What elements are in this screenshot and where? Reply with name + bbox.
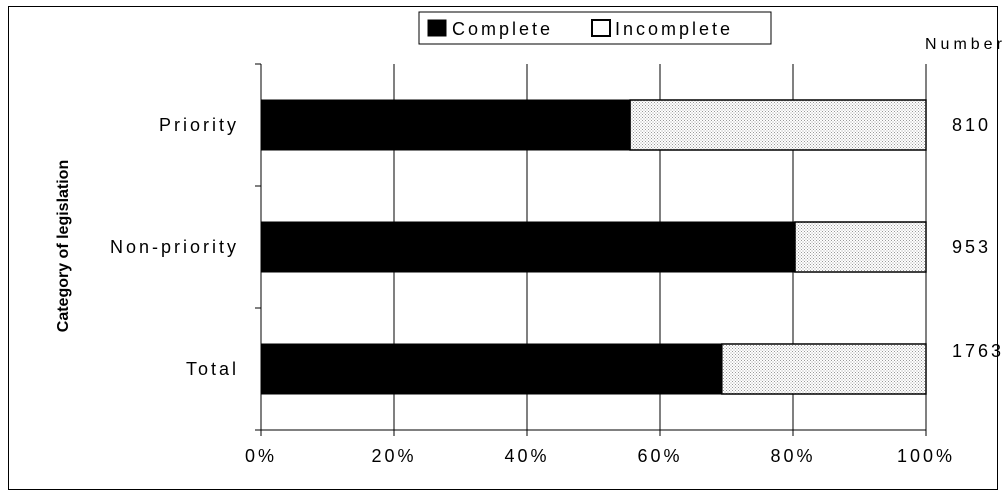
legend-swatch-incomplete [591,19,611,37]
bar-incomplete-priority [629,99,927,151]
category-label: Total [186,359,239,379]
legend: Complete Incomplete [418,11,772,45]
bar-incomplete-total [721,343,927,395]
number-label: 953 [952,237,991,257]
category-label: Non-priority [110,237,239,257]
category-label: Priority [159,115,239,135]
legend-label-incomplete: Incomplete [615,19,733,39]
legend-swatch-complete [427,19,447,37]
number-header: Number [925,36,1003,53]
x-tick-label: 0% [245,446,277,466]
y-axis-title: Category of legislation [55,160,72,332]
bar-complete-priority [260,99,631,151]
x-tick-label: 40% [504,446,549,466]
bar-incomplete-non-priority [794,221,927,273]
bar-complete-total [260,343,723,395]
number-label: 1763 [952,341,1003,361]
x-tick-label: 100% [897,446,955,466]
legend-label-complete: Complete [452,19,553,39]
x-tick-label: 20% [371,446,416,466]
number-label: 810 [952,115,991,135]
x-tick-label: 80% [770,446,815,466]
plot-area: 0% 20% 40% 60% 80% 100% Priority 810 Non-priorit… [110,63,1003,466]
x-tick-label: 60% [637,446,682,466]
bar-complete-non-priority [260,221,796,273]
